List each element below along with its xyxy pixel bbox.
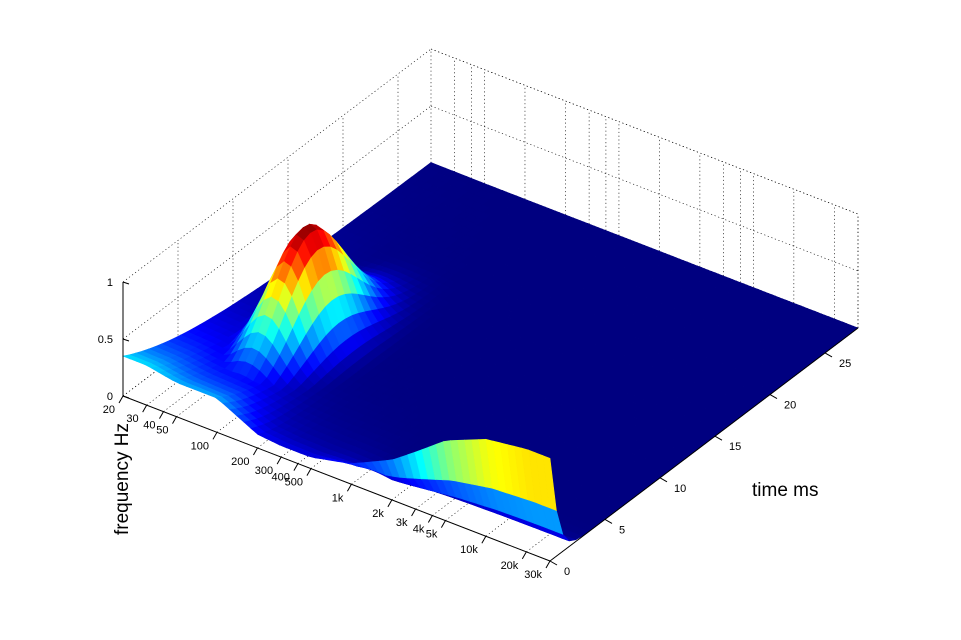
x-tick-mark [427, 515, 433, 523]
z-tick-label: 0.5 [98, 334, 113, 346]
y-tick-label: 15 [729, 441, 741, 453]
x-tick-label: 30 [126, 413, 138, 425]
y-tick-label: 10 [674, 483, 686, 495]
gridline-back-level [430, 105, 859, 272]
x-tick-label: 1k [332, 492, 344, 504]
y-tick-mark [604, 518, 613, 524]
x-tick-mark [521, 551, 527, 560]
y-tick-label: 20 [784, 400, 796, 412]
x-tick-mark [293, 463, 299, 471]
surface-layer [121, 162, 859, 542]
y-tick-mark [549, 560, 558, 566]
y-axis-line [549, 327, 859, 562]
x-tick-label: 20 [103, 404, 115, 416]
x-tick-mark [118, 395, 124, 404]
y-tick-mark [714, 435, 723, 441]
x-axis-line [122, 395, 551, 562]
x-tick-label: 5k [426, 529, 438, 541]
x-tick-mark [276, 456, 282, 465]
y-tick-mark [824, 352, 833, 358]
x-tick-label: 10k [460, 544, 478, 556]
y-tick-label: 0 [564, 566, 570, 578]
z-tick-label: 1 [107, 277, 113, 289]
x-tick-mark [440, 520, 446, 528]
y-tick-label: 25 [839, 358, 851, 370]
x-tick-mark [306, 468, 312, 476]
z-tick-mark [122, 338, 130, 342]
x-tick-label: 500 [285, 477, 303, 489]
x-tick-label: 200 [231, 456, 249, 468]
x-tick-mark [253, 447, 258, 456]
x-tick-label: 3k [396, 517, 408, 529]
x-tick-mark [411, 508, 416, 517]
z-tick-label: 0 [107, 391, 113, 403]
z-tick-mark [122, 395, 130, 399]
z-tick-mark [122, 281, 130, 285]
x-tick-label: 30k [524, 569, 542, 581]
x-tick-mark [172, 416, 177, 424]
x-tick-label: 100 [191, 440, 209, 452]
x-tick-label: 2k [372, 508, 384, 520]
y-tick-mark [659, 477, 668, 483]
x-tick-mark [142, 404, 148, 413]
x-tick-mark [346, 484, 352, 492]
x-tick-mark [159, 411, 164, 419]
x-tick-label: 40 [143, 420, 155, 432]
x-tick-label: 4k [413, 524, 425, 536]
surface-patch [542, 455, 557, 511]
y-axis-label: time ms [752, 480, 819, 501]
y-tick-label: 5 [619, 524, 625, 536]
y-tick-mark [769, 394, 778, 400]
x-tick-label: 20k [501, 560, 519, 572]
x-axis-label: frequency Hz [112, 423, 133, 535]
x-tick-label: 300 [255, 465, 273, 477]
x-tick-mark [387, 499, 393, 508]
box-edge [430, 48, 859, 215]
x-tick-mark [212, 432, 218, 440]
x-tick-label: 50 [156, 425, 168, 437]
x-tick-mark [481, 535, 487, 544]
x-tick-mark [545, 560, 551, 569]
x-tick-label: 400 [272, 472, 290, 484]
